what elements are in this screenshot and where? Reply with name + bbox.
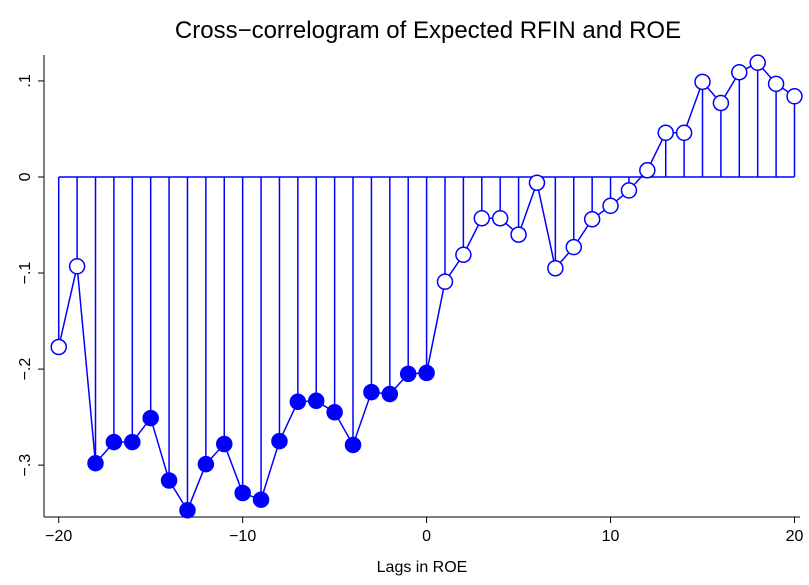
marker xyxy=(87,454,104,472)
y-tick-label: −.1 xyxy=(17,262,34,285)
marker xyxy=(565,238,583,256)
marker xyxy=(455,246,472,264)
marker xyxy=(491,210,509,227)
marker xyxy=(289,393,307,410)
marker xyxy=(381,385,399,403)
marker xyxy=(712,94,730,112)
chart-title: Cross−correlogram of Expected RFIN and R… xyxy=(175,17,681,44)
marker xyxy=(105,433,123,451)
marker xyxy=(216,435,233,453)
x-tick-label: 0 xyxy=(422,528,431,545)
marker xyxy=(767,75,785,93)
marker xyxy=(657,124,674,142)
marker xyxy=(50,338,67,356)
marker xyxy=(639,162,656,179)
marker xyxy=(675,124,693,142)
marker xyxy=(528,174,546,191)
marker xyxy=(307,392,325,410)
marker xyxy=(620,182,638,199)
marker xyxy=(749,54,766,71)
marker xyxy=(694,73,711,91)
y-tick-label: .1 xyxy=(17,74,34,87)
marker xyxy=(510,226,527,243)
marker xyxy=(124,433,141,451)
marker xyxy=(252,491,270,508)
marker xyxy=(731,64,748,81)
marker xyxy=(142,409,159,427)
marker xyxy=(363,383,380,401)
x-tick-label: 10 xyxy=(602,528,620,545)
y-tick-label: 0 xyxy=(17,172,34,181)
x-tick-label: 20 xyxy=(786,528,804,545)
marker xyxy=(473,210,491,227)
x-tick-label: −20 xyxy=(45,528,72,545)
x-axis-label: Lags in ROE xyxy=(377,559,468,576)
marker xyxy=(602,197,619,215)
marker xyxy=(399,365,417,383)
marker xyxy=(234,484,251,502)
y-tick-label: −.3 xyxy=(17,454,34,477)
marker xyxy=(68,258,86,275)
marker xyxy=(786,88,803,105)
x-tick-label: −10 xyxy=(229,528,256,545)
marker xyxy=(418,364,435,382)
marker xyxy=(160,472,178,489)
marker xyxy=(271,432,288,450)
y-tick-label: −.2 xyxy=(17,358,34,381)
marker xyxy=(197,455,215,473)
marker xyxy=(583,210,601,228)
marker xyxy=(436,273,454,290)
marker xyxy=(179,502,196,519)
marker xyxy=(547,259,564,277)
marker xyxy=(344,436,362,454)
marker xyxy=(326,404,343,421)
